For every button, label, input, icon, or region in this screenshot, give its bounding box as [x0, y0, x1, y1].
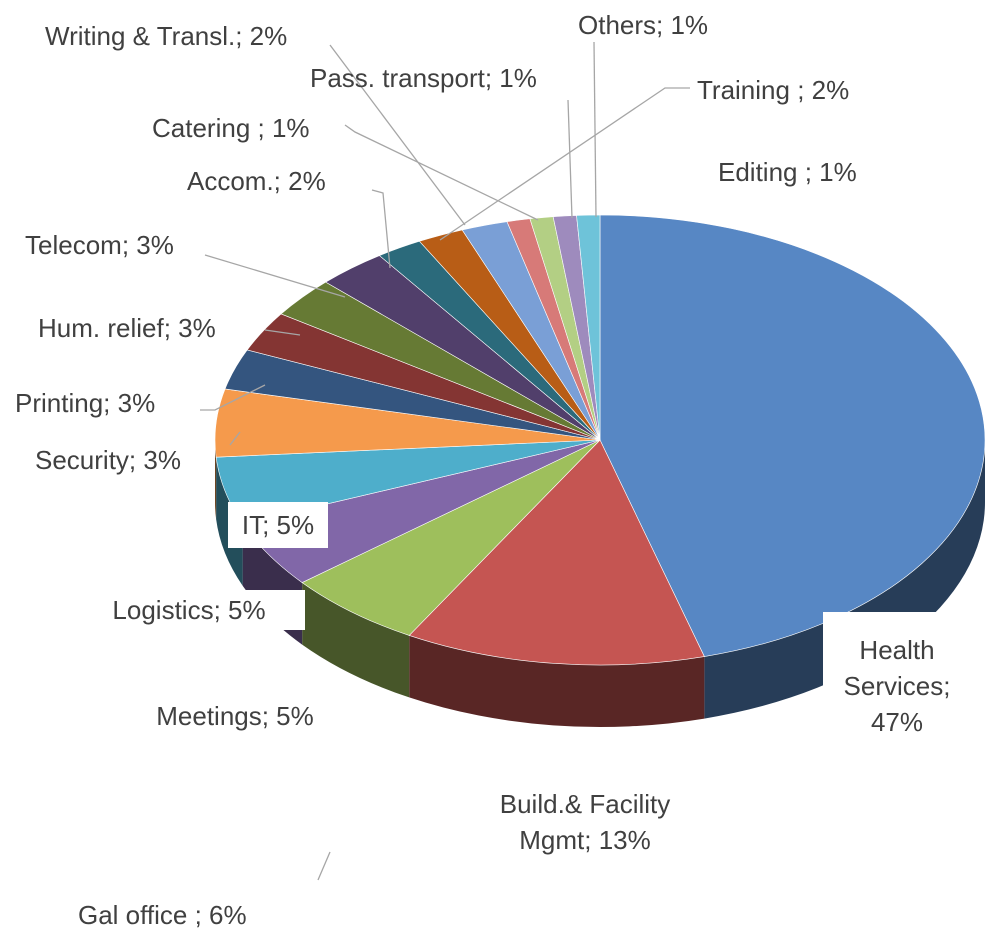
data-label: Gal office ; 6% [78, 900, 247, 930]
data-label: Printing; 3% [15, 388, 156, 418]
data-label: Build.& Facility Mgmt; 13% [487, 752, 683, 892]
leader-line [200, 384, 266, 411]
leader-line [371, 189, 391, 269]
slice [301, 439, 601, 636]
slice [576, 214, 601, 441]
leader-line [567, 99, 573, 219]
slice [408, 439, 705, 666]
data-label: Logistics; 5% [73, 590, 305, 630]
slice-side [302, 582, 410, 698]
data-label: Security; 3% [35, 445, 181, 475]
data-label: Hum. relief; 3% [38, 313, 216, 343]
slice-side [409, 635, 705, 727]
data-label: Pass. transport; 1% [310, 63, 537, 93]
leader-line [204, 254, 346, 298]
leader-line [439, 87, 690, 241]
leader-line [229, 431, 241, 446]
data-label: IT; 5% [228, 502, 328, 548]
leader-line [329, 44, 466, 226]
data-label: Accom.; 2% [187, 166, 326, 196]
data-label: Catering ; 1% [152, 113, 310, 143]
leader-line [264, 329, 301, 336]
leader-line [593, 41, 597, 218]
data-label: Others; 1% [578, 10, 709, 40]
leader-line [317, 851, 331, 881]
leader-line [344, 124, 539, 221]
slice-side [704, 440, 985, 719]
data-label: Meetings; 5% [100, 696, 370, 736]
data-label: Training ; 2% [697, 75, 850, 105]
slice-side [215, 440, 217, 520]
data-label: Health Services; 47% [823, 612, 971, 760]
data-label: Writing & Transl.; 2% [45, 21, 288, 51]
data-label: Editing ; 1% [718, 157, 857, 187]
data-label: Telecom; 3% [25, 230, 174, 260]
